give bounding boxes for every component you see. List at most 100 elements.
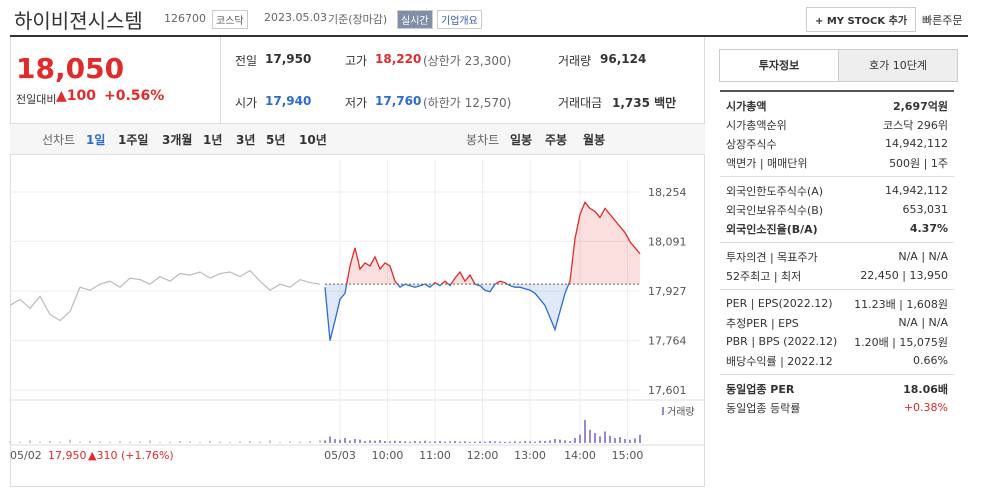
basis: 기준(장마감)	[328, 13, 388, 26]
volume-bar	[239, 441, 241, 443]
cell-value: 17,950	[265, 52, 312, 66]
volume-bar	[354, 439, 356, 443]
volume-bar	[364, 441, 366, 443]
volume-bar	[9, 441, 11, 443]
volume-bar	[429, 441, 431, 443]
side-section: 동일업종 PER 18.06배 동일업종 등락률 +0.38%	[720, 374, 954, 421]
volume-bar	[439, 441, 441, 443]
volume-bar	[634, 438, 636, 443]
stock-code: 126700	[164, 12, 206, 25]
volume-bar	[109, 442, 111, 443]
volume-bar	[589, 429, 591, 443]
side-tab[interactable]: 투자정보	[720, 50, 838, 81]
x-tick-label: 12:00	[467, 449, 499, 462]
volume-bar	[444, 441, 446, 443]
side-value: 코스닥 296위	[883, 118, 948, 132]
volume-bar	[454, 441, 456, 443]
change: ▲100	[56, 88, 96, 104]
date: 2023.05.03	[264, 11, 327, 24]
side-row: 외국인소진율(B/A) 4.37%	[726, 219, 948, 238]
volume-bar	[409, 441, 411, 443]
volume-bar	[574, 438, 576, 443]
tab[interactable]: 1주일	[118, 133, 149, 147]
volume-bar	[299, 441, 301, 443]
mystock-button[interactable]: + MY STOCK 추가	[806, 7, 917, 32]
volume-bar	[604, 431, 606, 443]
volume-bar	[554, 439, 556, 443]
quick-order[interactable]: 빠른주문	[922, 14, 963, 27]
tab[interactable]: 1일	[86, 133, 106, 147]
volume-bar	[129, 441, 131, 443]
volume-bar	[509, 441, 511, 443]
side-table: 시가총액 2,697억원 시가총액순위 코스닥 296위 상장주식수 14,942,112…	[720, 90, 954, 421]
tab[interactable]: 1년	[203, 133, 223, 147]
tab[interactable]: 3년	[236, 133, 256, 147]
cell-value: 17,940	[265, 94, 312, 108]
volume-bar	[324, 440, 326, 443]
overview-button[interactable]: 기업개요	[437, 10, 482, 29]
volume-bar	[489, 441, 491, 443]
side-row: 상장주식수 14,942,112	[726, 134, 948, 153]
side-row: 52주최고 | 최저 22,450 | 13,950	[726, 266, 948, 285]
cell-label: 전일	[235, 54, 258, 68]
side-value: 2,697억원	[892, 99, 948, 113]
volume-bar	[249, 441, 251, 443]
header-rule	[10, 35, 968, 37]
tab[interactable]: 3개월	[162, 133, 193, 147]
side-label: 외국인보유주식수(B)	[726, 203, 824, 217]
volume-bar	[219, 441, 221, 443]
side-row: 외국인보유주식수(B) 653,031	[726, 200, 948, 219]
price-line	[324, 284, 570, 341]
volume-bar	[549, 440, 551, 443]
cell-label: 거래량	[558, 54, 592, 68]
volume-bar	[569, 441, 571, 443]
side-section: 외국인한도주식수(A) 14,942,112 외국인보유주식수(B) 653,031 외…	[720, 176, 954, 242]
side-value: N/A | N/A	[898, 316, 948, 329]
side-value: 4.37%	[909, 222, 948, 235]
side-value: 500원 | 1주	[889, 156, 948, 170]
volume-bar	[534, 441, 536, 443]
volume-bar	[484, 441, 486, 443]
tab[interactable]: 월봉	[583, 133, 606, 147]
y-tick-label: 18,091	[648, 235, 687, 248]
side-label: 동일업종 PER	[726, 382, 795, 396]
side-value: +0.38%	[903, 401, 948, 414]
volume-bar	[49, 441, 51, 443]
tab[interactable]: 주봉	[545, 133, 568, 147]
volume-bar	[579, 434, 581, 443]
side-section: PER | EPS(2022.12) 11.23배 | 1,608원 추정PER |…	[720, 289, 954, 374]
tab-bar	[10, 123, 705, 155]
volume-bar	[394, 440, 396, 443]
volume-bar	[564, 440, 566, 443]
volume-bar	[189, 441, 191, 443]
tab-label: 봉차트	[466, 133, 500, 147]
side-value: 653,031	[902, 203, 949, 216]
side-row: 외국인한도주식수(A) 14,942,112	[726, 181, 948, 200]
side-panel: 투자정보 호가 10단계 시가총액 2,697억원 시가총액순위 코스닥 296위 상장…	[710, 37, 968, 487]
volume-bar	[269, 440, 271, 443]
volume-bar	[229, 442, 231, 443]
volume-bar	[639, 434, 641, 443]
legend-label: 거래량	[667, 406, 695, 418]
side-tab[interactable]: 호가 10단계	[838, 50, 957, 81]
volume-bar	[289, 441, 291, 443]
tab[interactable]: 5년	[266, 133, 286, 147]
volume-bar	[519, 441, 521, 443]
side-row: 동일업종 PER 18.06배	[726, 379, 948, 398]
volume-bar	[599, 436, 601, 443]
volume-bar	[469, 442, 471, 443]
volume-bar	[309, 441, 311, 443]
legend-swatch	[662, 407, 664, 415]
realtime-button[interactable]: 실시간	[397, 10, 433, 29]
volume-bar	[149, 440, 151, 443]
side-row: PBR | BPS (2022.12) 1.20배 | 15,075원	[726, 332, 948, 351]
tab[interactable]: 일봉	[510, 133, 533, 147]
side-row: 동일업종 등락률 +0.38%	[726, 398, 948, 417]
volume-bar	[544, 441, 546, 443]
tab[interactable]: 10년	[299, 133, 327, 147]
note-change: ▲310 (+1.76%)	[88, 449, 174, 462]
rise-area	[346, 202, 640, 285]
price-line	[9, 269, 321, 322]
side-label: 투자의견 | 목표주가	[726, 250, 818, 264]
